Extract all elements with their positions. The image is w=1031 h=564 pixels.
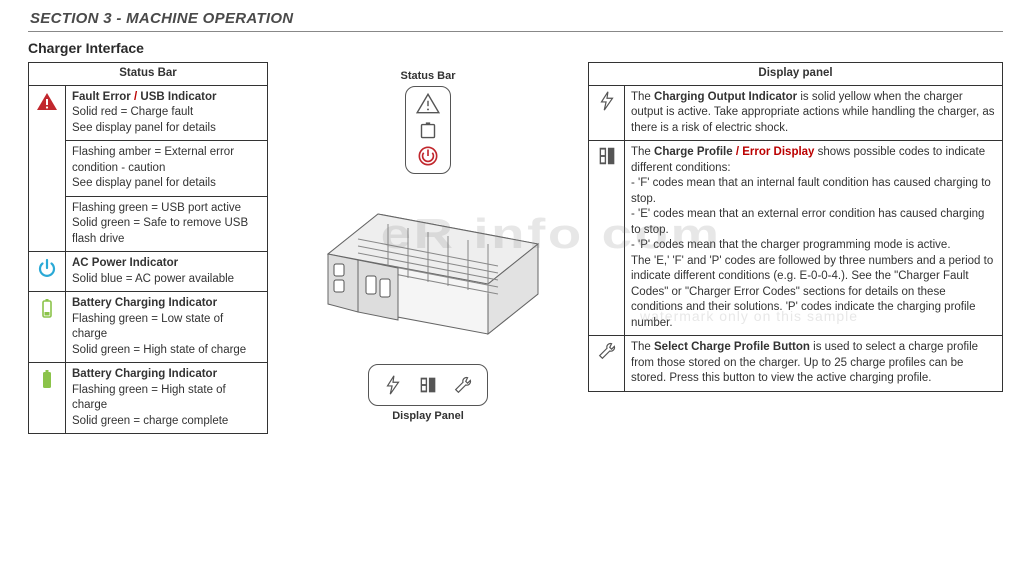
status-row-text: Battery Charging IndicatorFlashing green… bbox=[66, 363, 268, 434]
display-panel-column: Display panel The Charging Output Indica… bbox=[588, 62, 1003, 434]
status-bar-header: Status Bar bbox=[29, 63, 268, 86]
display-row-text: The Charging Output Indicator is solid y… bbox=[625, 85, 1003, 141]
lcd-icon bbox=[589, 141, 625, 336]
status-bar-label: Status Bar bbox=[400, 70, 455, 82]
power-icon bbox=[29, 252, 66, 292]
battery-glyph-icon bbox=[415, 119, 441, 141]
status-bar-box bbox=[405, 86, 451, 174]
status-bar-table: Status Bar Fault Error / USB IndicatorSo… bbox=[28, 62, 268, 434]
charger-unit-illustration bbox=[288, 184, 568, 354]
display-row-text: The Charge Profile / Error Display shows… bbox=[625, 141, 1003, 336]
bolt-icon bbox=[382, 374, 404, 396]
display-panel-header: Display panel bbox=[589, 63, 1003, 86]
bolt-icon bbox=[589, 85, 625, 141]
wrench-icon bbox=[452, 374, 474, 396]
diagram-column: Status Bar bbox=[278, 62, 578, 434]
status-bar-column: Status Bar Fault Error / USB IndicatorSo… bbox=[28, 62, 268, 434]
display-panel-box bbox=[368, 364, 488, 406]
page-subtitle: Charger Interface bbox=[28, 40, 1003, 56]
main-layout: Status Bar Fault Error / USB IndicatorSo… bbox=[28, 62, 1003, 434]
status-row-text: Battery Charging IndicatorFlashing green… bbox=[66, 292, 268, 363]
lcd-icon bbox=[417, 374, 439, 396]
status-row-text: AC Power IndicatorSolid blue = AC power … bbox=[66, 252, 268, 292]
status-row-text: Fault Error / USB IndicatorSolid red = C… bbox=[66, 85, 268, 252]
warning-triangle-icon bbox=[415, 93, 441, 115]
battery-full-icon bbox=[29, 363, 66, 434]
power-glyph-icon bbox=[415, 145, 441, 167]
display-panel-table: Display panel The Charging Output Indica… bbox=[588, 62, 1003, 392]
display-row-text: The Select Charge Profile Button is used… bbox=[625, 336, 1003, 392]
battery-low-icon bbox=[29, 292, 66, 363]
wrench-icon bbox=[589, 336, 625, 392]
display-panel-label: Display Panel bbox=[392, 410, 464, 422]
warning-triangle-icon bbox=[29, 85, 66, 252]
section-header: SECTION 3 - MACHINE OPERATION bbox=[28, 8, 1003, 32]
